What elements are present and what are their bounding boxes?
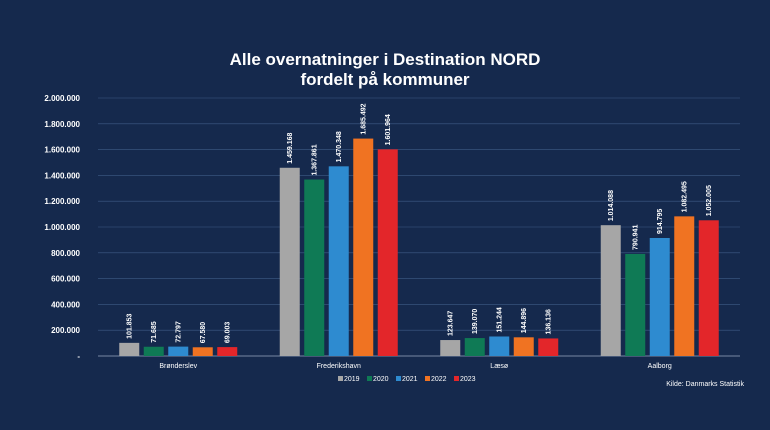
bar-2023 [377, 149, 398, 356]
chart-title-line-2: fordelt på kommuner [300, 70, 470, 89]
bar-2022 [513, 337, 534, 356]
data-label: 69.003 [225, 322, 232, 344]
y-tick-label: 1.600.000 [44, 146, 80, 155]
y-tick-label: 1.800.000 [44, 120, 80, 129]
y-tick-label: 2.000.000 [44, 94, 80, 103]
x-tick-label: Aalborg [648, 363, 672, 370]
data-label: 101.853 [127, 313, 134, 338]
data-label: 790.941 [633, 225, 640, 250]
y-tick-label: 200.000 [51, 326, 80, 335]
data-label: 72.797 [176, 321, 183, 343]
y-tick-label: 1.000.000 [44, 223, 80, 232]
data-label: 144.896 [521, 308, 528, 333]
legend-swatch-2019 [338, 376, 343, 381]
legend-swatch-2022 [425, 376, 430, 381]
legend-swatch-2023 [454, 376, 459, 381]
data-label: 71.685 [151, 321, 158, 343]
data-label: 136.136 [546, 309, 553, 334]
legend-label: 2020 [373, 376, 389, 383]
bar-2023 [217, 347, 238, 356]
bar-2020 [304, 179, 325, 356]
bar-2023 [538, 338, 559, 356]
legend-label: 2023 [460, 376, 476, 383]
data-label: 1.601.964 [385, 114, 392, 145]
data-label: 151.244 [497, 307, 504, 332]
data-label: 1.459.168 [287, 133, 294, 164]
bar-2023 [698, 220, 719, 356]
y-tick-label: 400.000 [51, 300, 80, 309]
data-label: 139.070 [472, 309, 479, 334]
bar-2019 [279, 167, 300, 356]
bar-2022 [674, 216, 695, 356]
source-note: Kilde: Danmarks Statistik [666, 381, 744, 388]
data-label: 123.647 [448, 311, 455, 336]
bar-2021 [649, 237, 670, 356]
bar-2019 [440, 340, 461, 356]
data-label: 1.685.492 [361, 103, 368, 134]
data-label: 1.367.861 [312, 144, 319, 175]
chart-title: Alle overnatninger i Destination NORD fo… [0, 50, 770, 90]
legend-label: 2022 [431, 376, 447, 383]
data-label: 1.052.005 [706, 185, 713, 216]
bar-2021 [489, 336, 510, 356]
y-tick-label: 1.400.000 [44, 171, 80, 180]
bar-2019 [600, 225, 621, 356]
bar-2022 [353, 138, 374, 356]
bar-2020 [143, 346, 164, 356]
legend-swatch-2021 [396, 376, 401, 381]
bar-2021 [168, 346, 189, 356]
data-label: 67.580 [200, 322, 207, 344]
legend-label: 2019 [344, 376, 360, 383]
x-tick-label: Brønderslev [159, 363, 197, 370]
bar-2020 [625, 253, 646, 356]
x-tick-label: Læsø [490, 363, 509, 370]
bar-2021 [328, 166, 349, 356]
bar-2019 [119, 342, 140, 356]
bar-2020 [464, 338, 485, 356]
data-label: 1.082.495 [682, 181, 689, 212]
legend-label: 2021 [402, 376, 418, 383]
data-label: 1.014.088 [608, 190, 615, 221]
chart-title-line-1: Alle overnatninger i Destination NORD [229, 50, 541, 69]
x-tick-label: Frederikshavn [317, 363, 361, 370]
y-tick-label: 1.200.000 [44, 197, 80, 206]
y-tick-label: - [77, 352, 80, 361]
data-label: 1.470.348 [336, 131, 343, 162]
data-label: 914.795 [657, 209, 664, 234]
y-tick-label: 800.000 [51, 249, 80, 258]
y-tick-label: 600.000 [51, 275, 80, 284]
bar-2022 [192, 347, 213, 356]
legend-swatch-2020 [367, 376, 372, 381]
